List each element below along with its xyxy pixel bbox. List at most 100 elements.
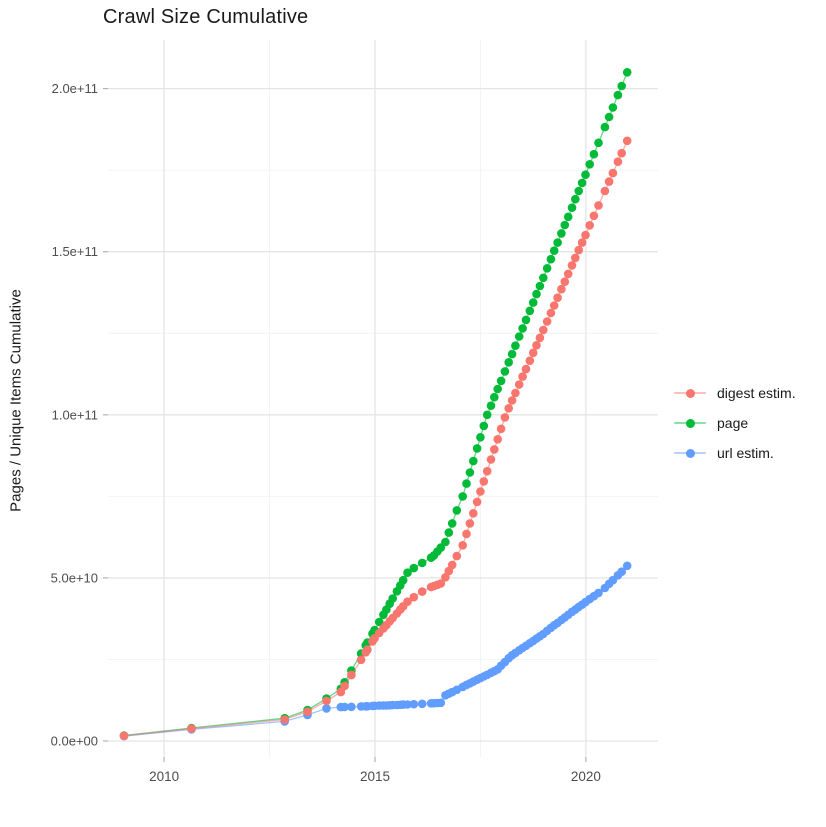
series-point-digest-estim- bbox=[507, 396, 517, 405]
series-point-page bbox=[577, 178, 587, 188]
series-point-page bbox=[539, 273, 548, 283]
series-point-digest-estim- bbox=[303, 707, 312, 716]
legend-item-digest-estim-: digest estim. bbox=[672, 378, 796, 408]
series-point-digest-estim- bbox=[490, 445, 499, 454]
series-point-digest-estim- bbox=[462, 529, 471, 539]
x-tick-label: 2015 bbox=[360, 769, 390, 784]
series-point-page bbox=[549, 246, 559, 255]
series-point-digest-estim- bbox=[617, 148, 626, 158]
series-point-digest-estim- bbox=[532, 341, 541, 350]
series-point-page bbox=[447, 519, 457, 528]
series-point-digest-estim- bbox=[486, 455, 496, 464]
series-point-url-estim- bbox=[417, 699, 427, 709]
series-point-digest-estim- bbox=[119, 731, 129, 741]
series-point-digest-estim- bbox=[589, 211, 599, 221]
series-point-page bbox=[617, 81, 626, 91]
x-tick-label: 2010 bbox=[149, 769, 179, 784]
series-point-page bbox=[441, 537, 450, 547]
y-tick-label: 2.0e+11 bbox=[52, 81, 98, 96]
series-point-page bbox=[388, 594, 398, 603]
series-point-page bbox=[557, 229, 566, 238]
series-point-page bbox=[479, 421, 489, 431]
series-point-digest-estim- bbox=[594, 201, 603, 210]
series-point-digest-estim- bbox=[409, 592, 419, 602]
legend-dot bbox=[685, 388, 695, 398]
series-point-page bbox=[535, 281, 545, 291]
series-point-digest-estim- bbox=[452, 551, 462, 561]
y-tick-label: 5.0e+10 bbox=[51, 570, 98, 585]
series-point-url-estim- bbox=[322, 704, 331, 713]
x-tick-label: 2020 bbox=[571, 769, 601, 784]
series-point-digest-estim- bbox=[458, 541, 468, 550]
series-point-page bbox=[398, 575, 408, 585]
series-point-page bbox=[563, 212, 573, 222]
y-tick-label: 1.0e+11 bbox=[52, 407, 98, 422]
series-point-page bbox=[409, 563, 419, 573]
y-tick-label: 1.5e+11 bbox=[52, 244, 98, 259]
series-point-digest-estim- bbox=[577, 238, 587, 247]
series-point-page bbox=[452, 506, 462, 515]
series-point-page bbox=[608, 103, 618, 112]
series-point-page bbox=[482, 410, 492, 420]
series-point-digest-estim- bbox=[535, 333, 545, 343]
series-point-digest-estim- bbox=[436, 579, 446, 588]
series-point-digest-estim- bbox=[585, 221, 594, 230]
series-point-page bbox=[581, 170, 590, 179]
series-point-url-estim- bbox=[617, 567, 626, 576]
series-point-page bbox=[496, 376, 506, 386]
series-point-page bbox=[511, 341, 520, 351]
series-point-page bbox=[553, 238, 562, 247]
legend-label: url estim. bbox=[717, 445, 774, 461]
series-point-url-estim- bbox=[436, 698, 446, 708]
series-point-digest-estim- bbox=[187, 724, 196, 733]
series-point-page bbox=[604, 112, 614, 122]
series-point-page bbox=[571, 194, 580, 204]
series-point-digest-estim- bbox=[322, 696, 331, 706]
series-point-page bbox=[444, 528, 454, 537]
series-point-page bbox=[560, 220, 570, 230]
series-point-page bbox=[594, 138, 603, 148]
series-point-page bbox=[585, 160, 594, 169]
series-point-page bbox=[589, 149, 599, 159]
series-point-digest-estim- bbox=[465, 519, 475, 528]
series-point-digest-estim- bbox=[608, 168, 618, 178]
series-point-digest-estim- bbox=[482, 466, 492, 476]
series-point-digest-estim- bbox=[504, 404, 513, 413]
series-point-digest-estim- bbox=[476, 487, 485, 496]
series-point-digest-estim- bbox=[571, 253, 580, 263]
series-point-url-estim- bbox=[340, 702, 349, 712]
series-point-page bbox=[493, 384, 503, 394]
series-point-digest-estim- bbox=[336, 687, 346, 697]
series-point-digest-estim- bbox=[604, 177, 614, 186]
series-point-page bbox=[600, 122, 610, 132]
series-point-url-estim- bbox=[403, 700, 412, 709]
series-point-page bbox=[521, 315, 531, 325]
legend-dot bbox=[685, 448, 695, 458]
legend-dot bbox=[685, 418, 695, 428]
series-point-page bbox=[622, 68, 632, 77]
series-point-page bbox=[532, 289, 541, 299]
series-point-digest-estim- bbox=[549, 301, 559, 310]
series-point-page bbox=[476, 433, 485, 442]
series-point-page bbox=[518, 324, 527, 333]
series-point-digest-estim- bbox=[479, 477, 489, 486]
series-point-digest-estim- bbox=[539, 325, 548, 335]
series-point-digest-estim- bbox=[347, 670, 356, 680]
series-point-digest-estim- bbox=[557, 284, 566, 294]
series-point-page bbox=[507, 349, 517, 359]
series-point-digest-estim- bbox=[500, 413, 510, 422]
series-point-digest-estim- bbox=[363, 645, 372, 654]
series-point-page bbox=[490, 392, 499, 402]
series-point-digest-estim- bbox=[581, 230, 590, 240]
series-point-digest-estim- bbox=[560, 277, 570, 287]
series-point-url-estim- bbox=[409, 699, 419, 709]
series-point-digest-estim- bbox=[514, 380, 524, 389]
series-point-digest-estim- bbox=[447, 560, 457, 570]
series-point-page bbox=[403, 568, 412, 577]
legend: digest estim. page url estim. bbox=[672, 378, 796, 468]
y-tick-label: 0.0e+00 bbox=[51, 734, 98, 749]
series-point-digest-estim- bbox=[525, 356, 535, 366]
series-point-digest-estim- bbox=[340, 681, 349, 691]
